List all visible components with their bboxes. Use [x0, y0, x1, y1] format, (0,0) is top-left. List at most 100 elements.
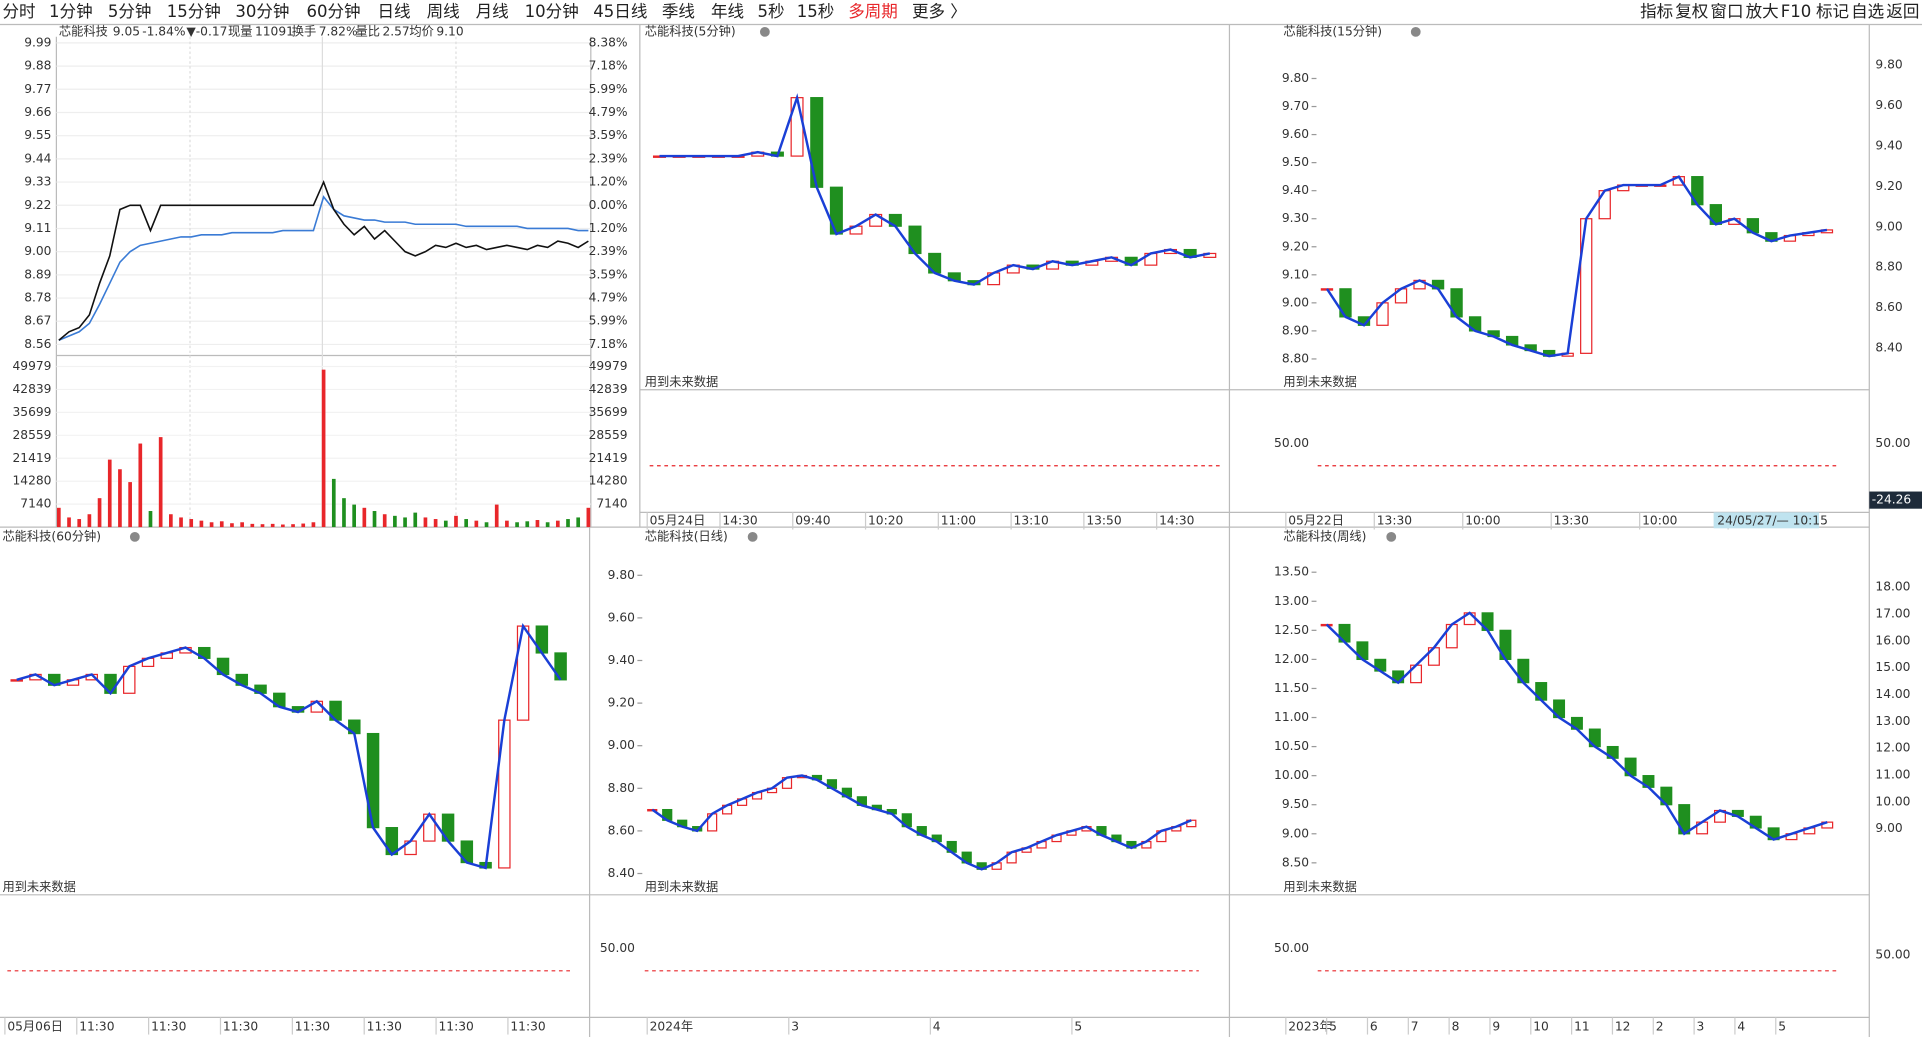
- period-tab[interactable]: 月线: [476, 2, 509, 21]
- x-tick-label: 2024年: [650, 1020, 693, 1034]
- volume-bar: [474, 520, 479, 528]
- period-tab[interactable]: 1分钟: [49, 2, 93, 21]
- volume-bar: [301, 523, 306, 528]
- volume-bar: [148, 511, 153, 528]
- y-tick-label: 13.50: [1274, 565, 1309, 579]
- period-tab[interactable]: 年线: [711, 2, 744, 21]
- x-tick-label: 10: [1533, 1020, 1549, 1034]
- period-tab[interactable]: 15分钟: [167, 2, 221, 21]
- volume-bar: [403, 517, 407, 528]
- pct-tick-label: 2.39%: [589, 151, 628, 165]
- cursor-time: 24/05/27/— 10:15: [1717, 513, 1828, 527]
- x-tick-label: 5: [1329, 1020, 1337, 1034]
- x-tick-label: 12: [1615, 1020, 1631, 1034]
- x-tick-label: 5: [1074, 1020, 1082, 1034]
- side-value: -24.26: [1872, 493, 1912, 507]
- panel-menu[interactable]: [129, 531, 140, 542]
- x-tick-label: 05月24日: [650, 513, 706, 527]
- y-tick-label: 9.40: [1282, 183, 1309, 197]
- period-tab[interactable]: 5分钟: [108, 2, 152, 21]
- period-tab[interactable]: 30分钟: [235, 2, 289, 21]
- tool-button[interactable]: 标记: [1816, 2, 1849, 21]
- volume-bar: [362, 507, 367, 528]
- period-tab[interactable]: 日线: [378, 2, 411, 21]
- tool-button[interactable]: 复权: [1675, 2, 1708, 21]
- x-tick-label: 05月22日: [1288, 513, 1344, 527]
- x-tick-label: 5: [1778, 1020, 1786, 1034]
- volume-bar: [545, 522, 550, 528]
- candle: [554, 652, 567, 681]
- volume-bar: [576, 517, 581, 528]
- volume-bar: [352, 504, 356, 528]
- side-value-box: [1869, 491, 1922, 509]
- panel-menu[interactable]: [747, 531, 758, 542]
- period-tab[interactable]: 更多 〉: [912, 2, 967, 21]
- info-avg-price: 9.10: [436, 24, 463, 38]
- period-tab[interactable]: 周线: [427, 2, 460, 21]
- indicator-label: 50.00: [1274, 941, 1309, 955]
- y-tick-label: 10.00: [1274, 768, 1309, 782]
- pct-tick-label: 4.79%: [589, 105, 628, 119]
- y-tick-label: 9.40: [608, 653, 635, 667]
- x-tick-label: 14:30: [1159, 513, 1194, 527]
- period-tab[interactable]: 多周期: [848, 2, 898, 21]
- tool-button[interactable]: 返回: [1886, 2, 1919, 21]
- period-tab[interactable]: 分时: [2, 2, 35, 21]
- volume-bar: [209, 522, 214, 528]
- info-turnover-label: 换手: [292, 24, 317, 38]
- side-tick-label: 13.00: [1875, 714, 1910, 728]
- side-tick-label: 8.40: [1875, 341, 1902, 355]
- volume-bar: [169, 514, 173, 528]
- panel-title: 芯能科技(周线): [1283, 529, 1366, 543]
- info-title: 芯能科技: [59, 24, 108, 38]
- panel-menu[interactable]: [1386, 531, 1397, 542]
- panel-menu[interactable]: [759, 26, 770, 37]
- volume-tick-label: 42839: [12, 382, 51, 396]
- y-tick-label: 12.50: [1274, 623, 1309, 637]
- panel-borders: [0, 24, 1870, 1037]
- tool-button[interactable]: 放大: [1746, 2, 1779, 21]
- volume-bar: [566, 519, 570, 528]
- period-tab[interactable]: 季线: [662, 2, 695, 21]
- y-tick-label: 9.80: [1282, 71, 1309, 85]
- x-tick-label: 13:50: [1086, 513, 1121, 527]
- volume-bar: [56, 507, 61, 528]
- period-tab[interactable]: 60分钟: [306, 2, 360, 21]
- volume-bar: [321, 369, 326, 528]
- panel-menu[interactable]: [1410, 26, 1421, 37]
- x-tick-label: 13:30: [1554, 513, 1589, 527]
- volume-tick-label: 49979: [12, 359, 51, 373]
- tool-button[interactable]: F10: [1781, 2, 1812, 21]
- y-tick-label: 9.50: [1282, 155, 1309, 169]
- y-tick-label: 8.80: [1282, 351, 1309, 365]
- volume-tick-label-right: 14280: [589, 474, 628, 488]
- volume-bar: [505, 520, 509, 528]
- period-tab[interactable]: 10分钟: [525, 2, 579, 21]
- period-tab[interactable]: 5秒: [758, 2, 785, 21]
- period-tab[interactable]: 15秒: [797, 2, 835, 21]
- x-tick-label: 4: [1737, 1020, 1745, 1034]
- x-tick-label: 6: [1370, 1020, 1378, 1034]
- pct-tick-label: 1.20%: [589, 175, 628, 189]
- price-tick-label: 8.56: [24, 337, 51, 351]
- pct-tick-label: 5.99%: [589, 314, 628, 328]
- tool-button[interactable]: 自选: [1851, 2, 1884, 21]
- volume-tick-label: 28559: [12, 428, 51, 442]
- volume-bar: [128, 482, 132, 528]
- side-tick-label: 17.00: [1875, 606, 1910, 620]
- x-tick-label: 8: [1452, 1020, 1460, 1034]
- y-tick-label: 9.00: [1282, 295, 1309, 309]
- tool-button[interactable]: 指标: [1640, 2, 1673, 21]
- volume-bar: [423, 517, 428, 528]
- period-tab[interactable]: 45日线: [593, 2, 647, 21]
- tool-button[interactable]: 窗口: [1710, 2, 1743, 21]
- side-tick-label: 10.00: [1875, 794, 1910, 808]
- side-tick-label: 16.00: [1875, 633, 1910, 647]
- future-data-note: 用到未来数据: [1283, 879, 1357, 894]
- info-ratio: 2.57: [382, 24, 409, 38]
- x-tick-label: 11:30: [510, 1020, 545, 1034]
- y-tick-label: 8.40: [608, 866, 635, 880]
- info-change-pct: -1.84%: [142, 24, 185, 38]
